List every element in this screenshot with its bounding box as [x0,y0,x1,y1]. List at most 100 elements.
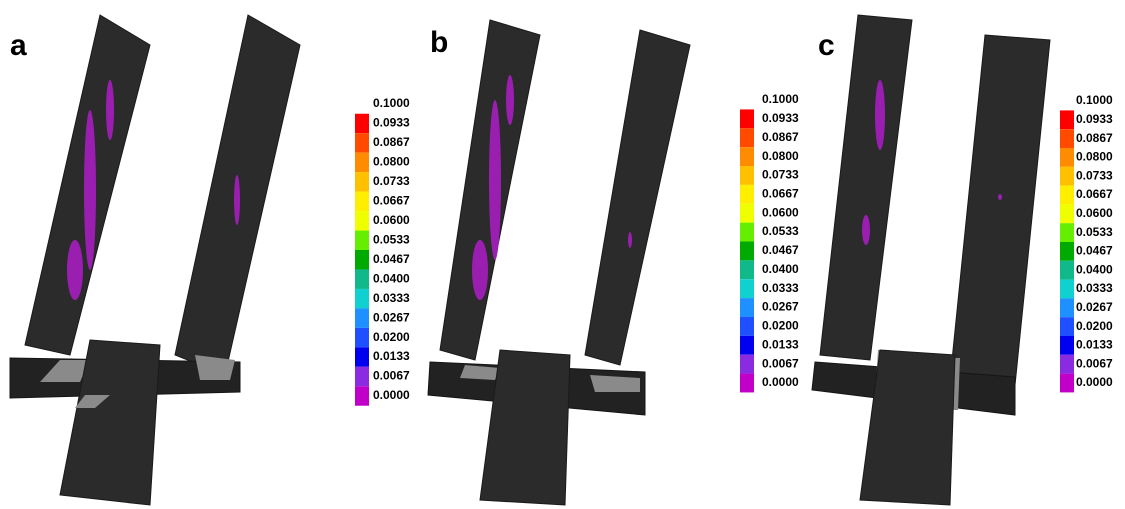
legend-swatch [1060,373,1074,393]
legend-swatch [740,354,754,374]
legend-label: 0.0267 [373,310,410,324]
legend-label: 0.0933 [1076,112,1113,126]
legend-swatch [1060,354,1074,374]
panel-letter: a [10,29,27,62]
legend-label: 0.0067 [373,369,410,383]
legend-label: 0.0000 [373,388,410,402]
legend-swatch [355,366,369,387]
legend-label: 0.1000 [1076,93,1113,107]
legend-swatch [740,166,754,185]
legend-swatch [355,133,369,153]
legend-label: 0.0600 [373,213,410,227]
legend-swatch [1060,223,1074,242]
legend-label: 0.0133 [762,337,799,351]
legend-label: 0.0467 [373,252,410,266]
legend-swatch [740,260,754,280]
legend-swatch [1060,317,1074,336]
legend-swatch [1060,129,1074,148]
legend-label: 0.0867 [762,130,799,144]
legend-swatch [740,128,754,148]
legend-label: 0.0200 [762,319,799,333]
legend-label: 0.0467 [762,243,799,257]
legend-swatch [355,269,369,289]
legend-label: 0.0600 [762,205,799,219]
legend-swatch [355,347,369,367]
legend-swatch [355,308,369,328]
legend-label: 0.0067 [762,356,799,370]
legend-swatch [740,147,754,167]
legend-swatch [355,230,369,250]
legend-swatch [355,250,369,270]
legend-label: 0.0800 [373,155,410,169]
legend-label: 0.0867 [1076,131,1113,145]
legend-swatch [355,386,369,406]
legend-label: 0.0733 [1076,168,1113,182]
legend-label: 0.0533 [373,232,410,246]
panel-letter: b [430,26,448,59]
legend-swatch [1060,148,1074,167]
legend-label: 0.0333 [762,281,799,295]
legend-swatch [1060,298,1074,318]
legend-swatch [740,203,754,223]
legend-label: 0.0933 [762,111,799,125]
legend-label: 0.0133 [373,349,410,363]
legend-swatch [740,109,754,129]
legend-label: 0.0600 [1076,206,1113,220]
legend-label: 0.0333 [1076,281,1113,295]
legend-label: 0.0200 [1076,319,1113,333]
legend-label: 0.1000 [373,96,410,110]
legend-swatch [740,241,754,261]
legend-swatch [740,316,754,336]
legend-swatch [355,211,369,231]
legend-label: 0.0533 [762,224,799,238]
legend-label: 0.0733 [762,168,799,182]
legend-label: 0.0400 [1076,262,1113,276]
legend-label: 0.0400 [373,271,410,285]
legend-label: 0.0733 [373,174,410,188]
legend-swatch [1060,166,1074,186]
legend-swatch [1060,204,1074,224]
legend-swatch [1060,110,1074,130]
legend-swatch [355,152,369,173]
legend-label: 0.0267 [1076,300,1113,314]
legend-swatch [1060,279,1074,299]
legend-swatch [1060,185,1074,205]
legend-label: 0.0067 [1076,356,1113,370]
legend-label: 0.0800 [1076,150,1113,164]
legend-label: 0.0400 [762,262,799,276]
model-c [811,14,1051,506]
legend-label: 0.0267 [762,300,799,314]
legend-swatch [1060,336,1074,355]
legend-swatch [355,191,369,212]
legend-swatch [355,113,369,134]
legend-label: 0.0867 [373,135,410,149]
legend-label: 0.0000 [762,375,799,389]
legend-label: 0.0000 [1076,375,1113,389]
legend-swatch [740,184,754,204]
legend-swatch [355,327,369,348]
legend-swatch [740,298,754,317]
legend-swatch [1060,242,1074,261]
legend-label: 0.0667 [1076,187,1113,201]
legend-label: 0.0467 [1076,244,1113,258]
legend-label: 0.0667 [762,187,799,201]
legend-swatch [355,288,369,309]
legend-label: 0.0933 [373,116,410,130]
panel-letter: c [818,29,835,62]
legend-label: 0.0667 [373,194,410,208]
legend-label: 0.0133 [1076,338,1113,352]
legend-swatch [740,335,754,355]
legend-swatch [1060,260,1074,280]
legend-label: 0.0800 [762,149,799,163]
legend-swatch [740,279,754,299]
legend-label: 0.0533 [1076,225,1113,239]
legend-label: 0.0200 [373,330,410,344]
legend-swatch [355,172,369,192]
legend-label: 0.0333 [373,291,410,305]
model-b [427,19,691,506]
legend-swatch [740,222,754,242]
model-a [9,14,301,506]
legend-swatch [740,373,754,393]
legend-label: 0.1000 [762,92,799,106]
